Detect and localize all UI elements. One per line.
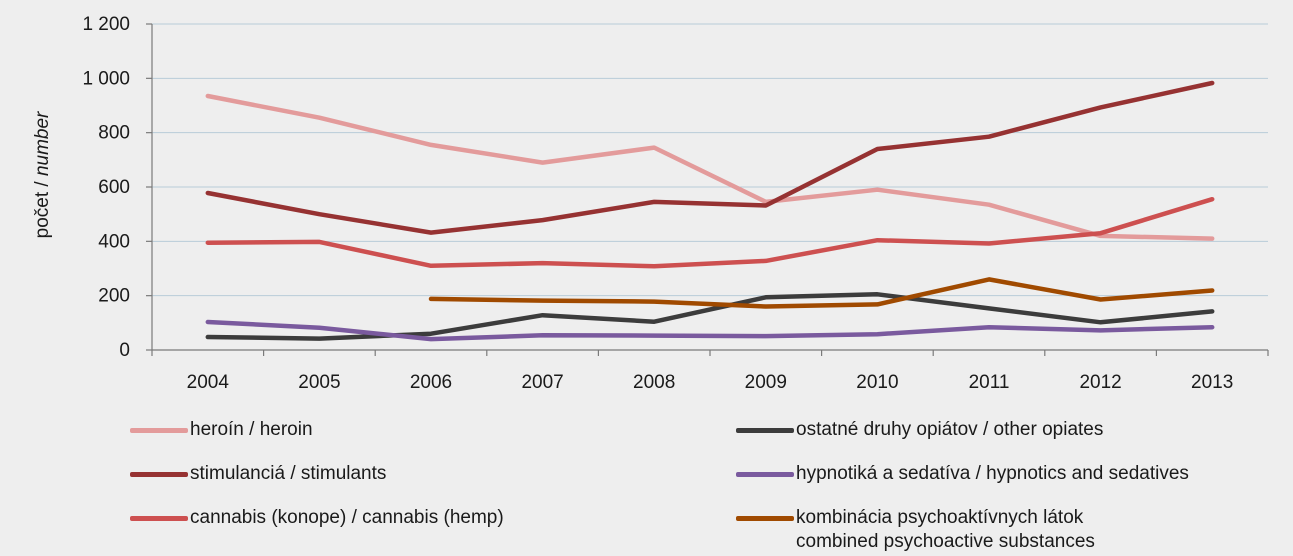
y-tick-label: 400 — [98, 231, 130, 252]
series-line-2 — [205, 196, 1215, 269]
x-tick-label: 2010 — [856, 372, 898, 393]
legend-label-combined-line2: combined psychoactive substances — [796, 531, 1095, 552]
legend-swatch-stimulants — [130, 472, 188, 477]
x-tick-label: 2009 — [745, 372, 787, 393]
legend-label-stimulants: stimulanciá / stimulants — [190, 463, 387, 484]
series-line-5 — [428, 277, 1215, 309]
legend-item-combined: kombinácia psychoaktívnych látok combine… — [736, 506, 1095, 554]
y-tick-label: 800 — [98, 123, 130, 144]
legend-item-other-opiates: ostatné druhy opiátov / other opiates — [736, 418, 1103, 442]
series-line-3 — [205, 292, 1215, 341]
axes — [146, 23, 1269, 356]
series-line-0 — [205, 93, 1215, 241]
legend-item-hypnotics: hypnotiká a sedatíva / hypnotics and sed… — [736, 462, 1189, 486]
x-tick-label: 2004 — [187, 372, 230, 393]
legend-label-cannabis: cannabis (konope) / cannabis (hemp) — [190, 507, 504, 528]
y-tick-label: 600 — [98, 177, 130, 198]
legend-swatch-heroin — [130, 428, 188, 433]
legend-label-combined-line1: kombinácia psychoaktívnych látok — [796, 507, 1084, 528]
legend-item-stimulants: stimulanciá / stimulants — [130, 462, 386, 486]
x-tick-label: 2005 — [298, 372, 340, 393]
series-lines — [205, 80, 1215, 342]
y-tick-label: 1 000 — [82, 68, 130, 89]
x-tick-labels: 2004 2005 2006 2007 2008 2009 2010 2011 2012 2013 — [187, 372, 1234, 393]
legend-swatch-hypnotics — [736, 472, 794, 477]
x-tick-label: 2011 — [969, 372, 1010, 393]
y-tick-label: 200 — [98, 286, 130, 307]
legend-swatch-cannabis — [130, 516, 188, 521]
x-tick-label: 2007 — [521, 372, 563, 393]
legend-swatch-other-opiates — [736, 428, 794, 433]
legend-label-heroin: heroín / heroin — [190, 419, 313, 440]
x-tick-label: 2008 — [633, 372, 675, 393]
legend-label-other-opiates: ostatné druhy opiátov / other opiates — [796, 419, 1104, 440]
series-line-4 — [205, 319, 1215, 342]
legend-item-cannabis: cannabis (konope) / cannabis (hemp) — [130, 506, 504, 530]
legend-label-hypnotics: hypnotiká a sedatíva / hypnotics and sed… — [796, 463, 1189, 484]
x-tick-label: 2012 — [1079, 372, 1121, 393]
x-tick-label: 2013 — [1191, 372, 1233, 393]
y-axis-label: počet / number — [32, 111, 53, 238]
y-tick-labels: 0 200 400 600 800 1 000 1 200 — [82, 14, 130, 361]
x-tick-label: 2006 — [410, 372, 452, 393]
legend-swatch-combined — [736, 516, 794, 521]
series-line-1 — [205, 80, 1215, 235]
y-tick-label: 1 200 — [82, 14, 130, 35]
legend-label-combined: kombinácia psychoaktívnych látok combine… — [796, 506, 1095, 554]
y-tick-label: 0 — [119, 340, 130, 361]
legend-item-heroin: heroín / heroin — [130, 418, 313, 442]
